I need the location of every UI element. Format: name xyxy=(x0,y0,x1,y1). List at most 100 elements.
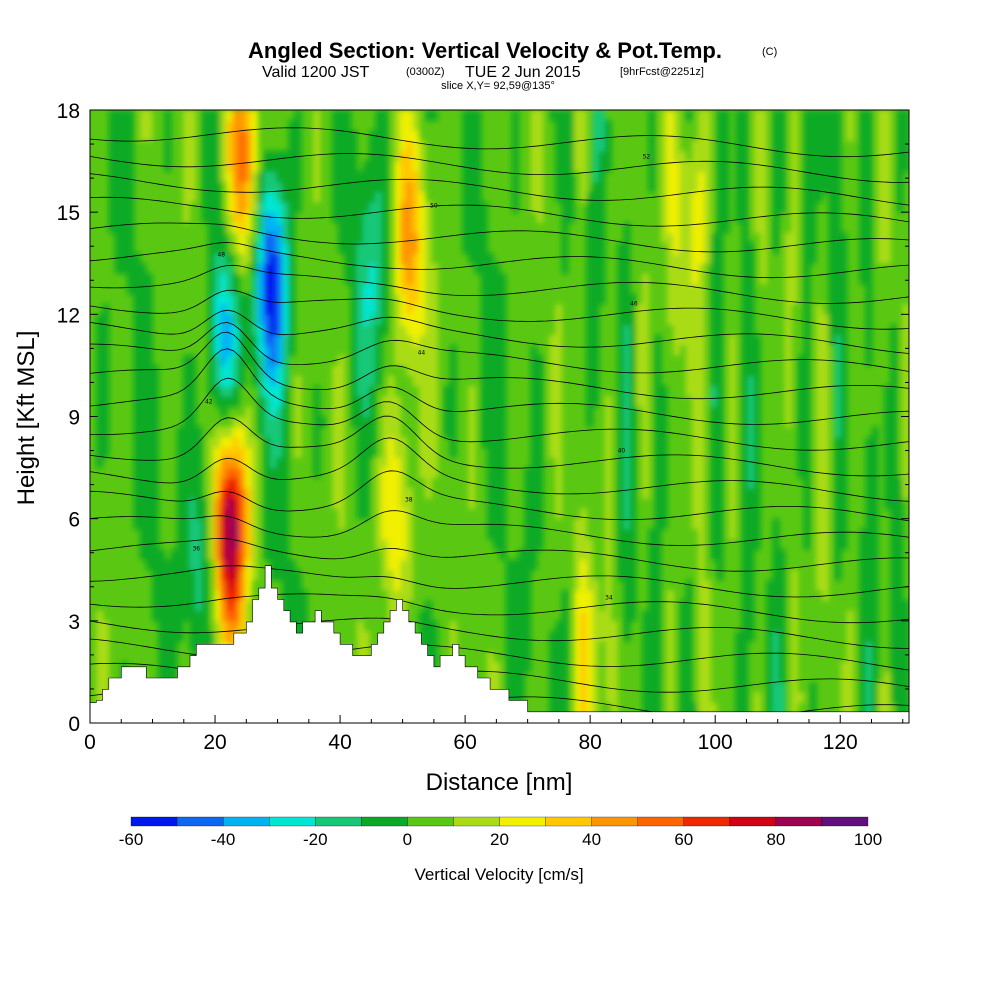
colorbar-tick-label: -40 xyxy=(211,830,236,849)
velocity-cell xyxy=(685,334,693,346)
velocity-cell xyxy=(598,222,606,234)
velocity-cell xyxy=(207,447,215,458)
velocity-cell xyxy=(263,222,271,234)
velocity-cell xyxy=(741,692,749,704)
velocity-cell xyxy=(183,590,190,601)
velocity-cell xyxy=(753,140,761,152)
velocity-cell xyxy=(152,457,159,469)
velocity-cell xyxy=(803,120,811,132)
velocity-cell xyxy=(294,161,302,172)
velocity-cell xyxy=(871,498,879,510)
velocity-cell xyxy=(344,242,352,254)
velocity-cell xyxy=(480,365,488,377)
velocity-cell xyxy=(580,518,587,530)
valid-date: TUE 2 Jun 2015 xyxy=(465,64,581,81)
velocity-cell xyxy=(617,406,625,418)
velocity-cell xyxy=(369,263,376,275)
velocity-cell xyxy=(164,620,172,632)
velocity-cell xyxy=(431,110,439,121)
velocity-cell xyxy=(629,559,637,571)
velocity-cell xyxy=(642,610,649,622)
velocity-cell xyxy=(480,334,488,346)
velocity-cell xyxy=(338,161,345,172)
velocity-cell xyxy=(698,283,705,295)
velocity-cell xyxy=(176,539,184,550)
velocity-cell xyxy=(133,355,141,367)
velocity-cell xyxy=(679,150,687,162)
velocity-cell xyxy=(257,426,265,438)
velocity-cell xyxy=(133,304,141,315)
velocity-cell xyxy=(331,457,339,469)
velocity-cell xyxy=(884,242,891,254)
velocity-cell xyxy=(890,365,898,377)
velocity-cell xyxy=(673,263,681,275)
velocity-cell xyxy=(580,150,587,162)
velocity-cell xyxy=(673,120,681,132)
velocity-cell xyxy=(834,344,842,356)
velocity-cell xyxy=(803,212,811,223)
velocity-cell xyxy=(226,457,234,469)
velocity-cell xyxy=(505,590,513,601)
velocity-cell xyxy=(555,324,563,336)
velocity-cell xyxy=(673,222,681,234)
velocity-cell xyxy=(890,641,898,653)
velocity-cell xyxy=(865,528,873,540)
velocity-cell xyxy=(722,120,730,132)
velocity-cell xyxy=(406,253,414,264)
velocity-cell xyxy=(363,375,370,387)
velocity-cell xyxy=(679,671,687,683)
velocity-cell xyxy=(747,539,755,550)
velocity-cell xyxy=(555,620,563,632)
velocity-cell xyxy=(356,293,364,305)
velocity-cell xyxy=(220,406,228,418)
velocity-cell xyxy=(468,436,476,448)
velocity-cell xyxy=(636,314,643,326)
velocity-cell xyxy=(530,191,538,203)
velocity-cell xyxy=(183,385,190,397)
velocity-cell xyxy=(238,477,246,489)
velocity-cell xyxy=(245,355,252,367)
velocity-cell xyxy=(214,590,221,601)
velocity-cell xyxy=(698,150,705,162)
velocity-cell xyxy=(760,273,767,285)
velocity-cell xyxy=(425,426,432,438)
velocity-cell xyxy=(642,416,649,428)
velocity-cell xyxy=(685,682,693,693)
velocity-cell xyxy=(691,436,699,448)
velocity-cell xyxy=(586,406,594,418)
velocity-cell xyxy=(648,559,656,571)
velocity-cell xyxy=(561,181,569,193)
velocity-cell xyxy=(698,385,705,397)
velocity-cell xyxy=(654,508,662,520)
velocity-cell xyxy=(462,201,470,213)
velocity-cell xyxy=(710,232,718,244)
velocity-cell xyxy=(189,569,197,581)
velocity-cell xyxy=(269,253,277,264)
velocity-cell xyxy=(431,447,439,458)
velocity-cell xyxy=(710,406,718,418)
velocity-cell xyxy=(778,181,786,193)
velocity-cell xyxy=(201,181,209,193)
velocity-cell xyxy=(381,447,389,458)
velocity-cell xyxy=(561,150,569,162)
velocity-cell xyxy=(815,140,823,152)
velocity-cell xyxy=(722,201,730,213)
velocity-cell xyxy=(716,293,724,305)
velocity-cell xyxy=(902,396,909,407)
velocity-cell xyxy=(617,498,625,510)
velocity-cell xyxy=(741,242,749,254)
velocity-cell xyxy=(865,140,873,152)
velocity-cell xyxy=(425,232,432,244)
velocity-cell xyxy=(654,651,662,663)
velocity-cell xyxy=(189,457,197,469)
velocity-cell xyxy=(251,253,259,264)
velocity-cell xyxy=(710,355,718,367)
velocity-cell xyxy=(499,355,507,367)
velocity-cell xyxy=(865,457,873,469)
velocity-cell xyxy=(226,549,234,561)
velocity-cell xyxy=(716,191,724,203)
velocity-cell xyxy=(350,273,358,285)
velocity-cell xyxy=(412,253,420,264)
velocity-cell xyxy=(667,242,674,254)
velocity-cell xyxy=(195,447,203,458)
